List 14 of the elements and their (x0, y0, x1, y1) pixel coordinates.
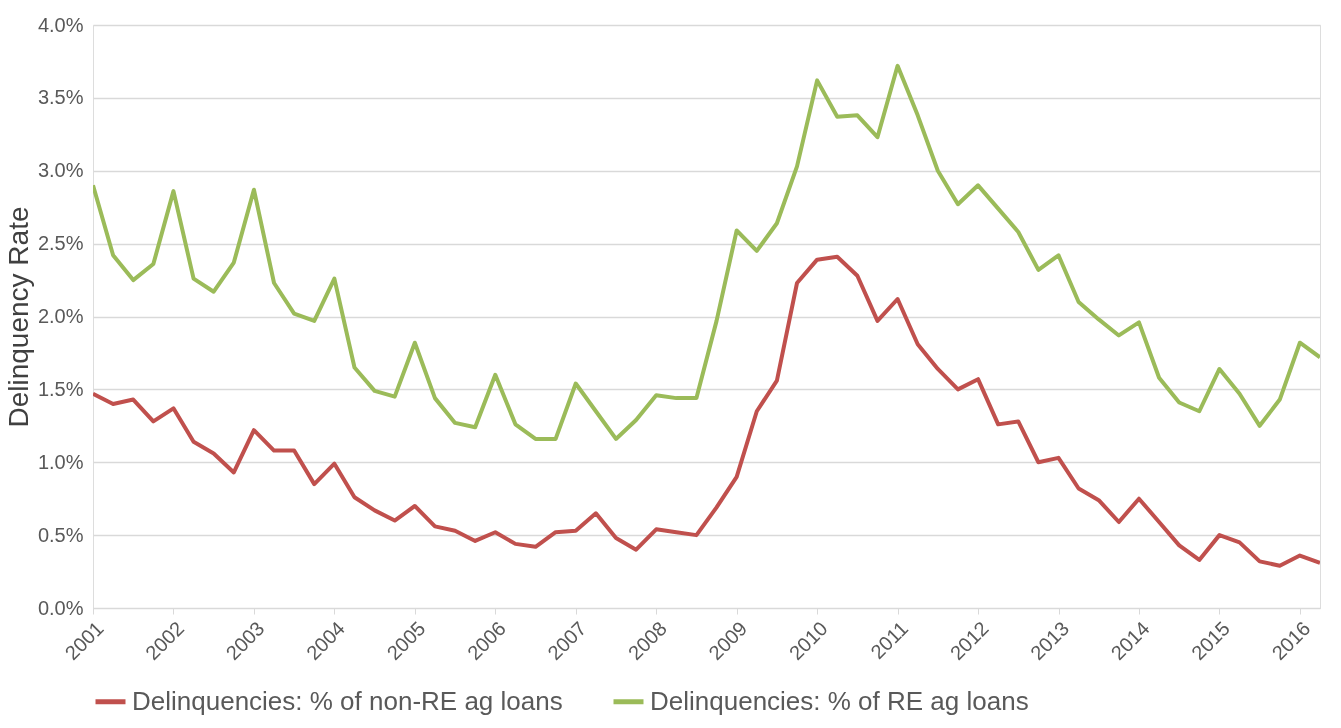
y-tick-label: 1.5% (37, 377, 84, 400)
line-series (93, 254, 1320, 568)
y-tick-label: 2.5% (37, 232, 84, 255)
y-tick-label: 4.0% (37, 13, 84, 36)
y-axis-title: Delinquency Rate (2, 206, 34, 428)
y-tick-label: 2.0% (37, 305, 84, 327)
legend-label: Delinquencies: % of non-RE ag loans (132, 685, 563, 716)
line-series (93, 63, 1320, 441)
y-tick-label: 1.0% (37, 450, 84, 473)
y-tick-label: 0.0% (37, 596, 84, 619)
y-tick-label: 0.5% (37, 523, 84, 546)
y-tick-label: 3.5% (37, 86, 84, 109)
legend-label: Delinquencies: % of RE ag loans (650, 685, 1029, 716)
y-tick-label: 3.0% (37, 159, 84, 182)
